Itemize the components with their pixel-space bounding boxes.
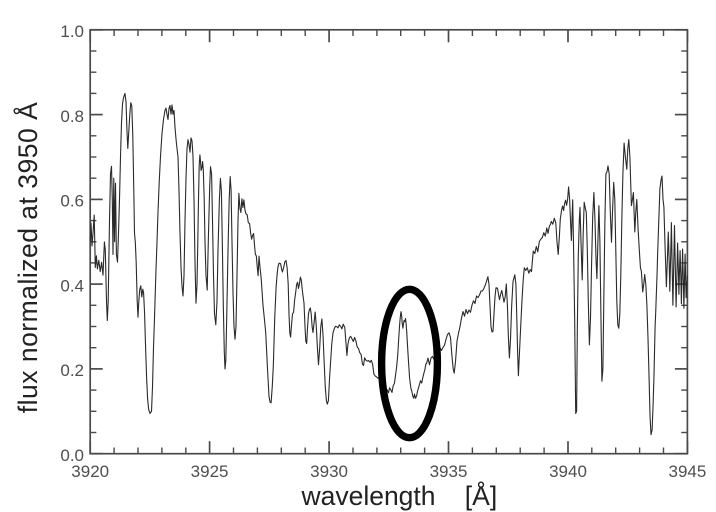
svg-text:0.6: 0.6 [60, 192, 84, 211]
svg-text:0.8: 0.8 [60, 107, 84, 126]
svg-text:3945: 3945 [668, 462, 706, 481]
svg-text:1.0: 1.0 [60, 22, 84, 41]
svg-text:0.0: 0.0 [60, 446, 84, 465]
svg-text:3930: 3930 [310, 462, 348, 481]
svg-text:0.2: 0.2 [60, 361, 84, 380]
svg-text:flux normalized at 3950 Å: flux normalized at 3950 Å [13, 102, 43, 414]
svg-text:[Å]: [Å] [465, 481, 497, 511]
svg-text:3935: 3935 [430, 462, 468, 481]
svg-text:3940: 3940 [549, 462, 587, 481]
svg-text:3920: 3920 [71, 462, 109, 481]
svg-text:wavelength: wavelength [300, 481, 435, 511]
svg-text:0.4: 0.4 [60, 276, 84, 295]
svg-text:3925: 3925 [191, 462, 229, 481]
